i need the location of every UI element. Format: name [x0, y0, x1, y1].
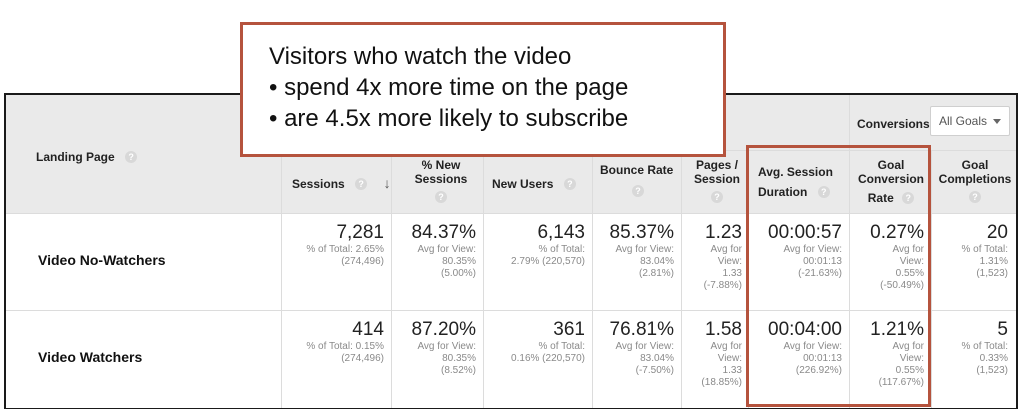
cell-new-sessions: 87.20% Avg for View: 80.35% (8.52%) [396, 319, 476, 377]
completions-label-2: Completions [934, 172, 1016, 186]
sub: Avg for [685, 341, 742, 353]
new-sessions-label-1: % New [398, 158, 484, 172]
pages-label-2: Session [686, 172, 748, 186]
cell-bounce-rate: 85.37% Avg for View: 83.04% (2.81%) [596, 222, 674, 280]
col-new-users[interactable]: New Users ? [492, 175, 576, 193]
value: 7,281 [286, 222, 384, 244]
value: 1.23 [685, 222, 742, 244]
new-sessions-label-2: Sessions [398, 172, 484, 186]
col-bounce-rate[interactable]: Bounce Rate ? [600, 163, 673, 197]
cell-pages-session: 1.58 Avg for View: 1.33 (18.85%) [685, 319, 742, 389]
help-icon[interactable]: ? [711, 191, 723, 203]
cell-pages-session: 1.23 Avg for View: 1.33 (-7.88%) [685, 222, 742, 292]
cell-bounce-rate: 76.81% Avg for View: 83.04% (-7.50%) [596, 319, 674, 377]
value: 76.81% [596, 319, 674, 341]
value: 6,143 [488, 222, 585, 244]
sub: % of Total: 0.15% [286, 341, 384, 353]
sub: (5.00%) [396, 268, 476, 280]
help-icon[interactable]: ? [435, 191, 447, 203]
value: 85.37% [596, 222, 674, 244]
help-icon[interactable]: ? [125, 151, 137, 163]
sub: Avg for View: [596, 341, 674, 353]
highlight-box [746, 145, 931, 407]
new-users-label: New Users [492, 177, 553, 191]
cell-new-sessions: 84.37% Avg for View: 80.35% (5.00%) [396, 222, 476, 280]
sub: (274,496) [286, 256, 384, 268]
col-landing-page[interactable]: Landing Page ? [36, 148, 137, 166]
completions-label-1: Goal [934, 158, 1016, 172]
sub: Avg for View: [596, 244, 674, 256]
sub: 80.35% [396, 256, 476, 268]
landing-page-label: Landing Page [36, 150, 115, 164]
value: 414 [286, 319, 384, 341]
sort-down-icon[interactable]: ↓ [384, 175, 391, 191]
sub: % of Total: [488, 341, 585, 353]
value: 20 [936, 222, 1008, 244]
sub: 1.33 [685, 268, 742, 280]
cell-sessions: 414 % of Total: 0.15% (274,496) [286, 319, 384, 365]
conversions-label: Conversions [857, 117, 930, 131]
value: 87.20% [396, 319, 476, 341]
sub: 83.04% [596, 256, 674, 268]
sub: Avg for View: [396, 244, 476, 256]
sub: (1,523) [936, 365, 1008, 377]
sub: 80.35% [396, 353, 476, 365]
help-icon[interactable]: ? [564, 178, 576, 190]
help-icon[interactable]: ? [632, 185, 644, 197]
cell-goal-completions: 5 % of Total: 0.33% (1,523) [936, 319, 1008, 377]
cell-new-users: 361 % of Total: 0.16% (220,570) [488, 319, 585, 365]
callout-line: • are 4.5x more likely to subscribe [269, 103, 723, 134]
bounce-rate-label: Bounce Rate [600, 163, 673, 177]
cell-sessions: 7,281 % of Total: 2.65% (274,496) [286, 222, 384, 268]
row-label-video-watchers[interactable]: Video Watchers [38, 349, 142, 365]
sub: 83.04% [596, 353, 674, 365]
value: 1.58 [685, 319, 742, 341]
annotation-callout: Visitors who watch the video • spend 4x … [240, 22, 726, 157]
sub: 0.33% [936, 353, 1008, 365]
sub: (8.52%) [396, 365, 476, 377]
callout-line: Visitors who watch the video [269, 41, 723, 72]
row-label-video-no-watchers[interactable]: Video No-Watchers [38, 252, 166, 268]
sessions-label: Sessions [292, 177, 345, 191]
sub: (-7.50%) [596, 365, 674, 377]
goal-select[interactable]: All Goals [930, 106, 1010, 136]
callout-line: • spend 4x more time on the page [269, 72, 723, 103]
col-new-sessions[interactable]: % New Sessions ? [398, 158, 484, 204]
col-pages-session[interactable]: Pages / Session ? [686, 158, 748, 204]
value: 84.37% [396, 222, 476, 244]
sub: 1.33 [685, 365, 742, 377]
sub: Avg for View: [396, 341, 476, 353]
sub: % of Total: 2.65% [286, 244, 384, 256]
col-goal-completions[interactable]: Goal Completions ? [934, 158, 1016, 204]
pages-label-1: Pages / [686, 158, 748, 172]
value: 361 [488, 319, 585, 341]
sub: (-7.88%) [685, 280, 742, 292]
sub: 0.16% (220,570) [488, 353, 585, 365]
chevron-down-icon [993, 119, 1001, 124]
help-icon[interactable]: ? [355, 178, 367, 190]
sub: Avg for [685, 244, 742, 256]
cell-goal-completions: 20 % of Total: 1.31% (1,523) [936, 222, 1008, 280]
cell-new-users: 6,143 % of Total: 2.79% (220,570) [488, 222, 585, 268]
sub: 1.31% [936, 256, 1008, 268]
sub: (18.85%) [685, 377, 742, 389]
help-icon[interactable]: ? [969, 191, 981, 203]
sub: % of Total: [936, 244, 1008, 256]
value: 5 [936, 319, 1008, 341]
sub: 2.79% (220,570) [488, 256, 585, 268]
sub: % of Total: [936, 341, 1008, 353]
goal-select-value: All Goals [939, 114, 987, 128]
sub: % of Total: [488, 244, 585, 256]
col-sessions[interactable]: Sessions ? ↓ [292, 175, 391, 193]
sub: (1,523) [936, 268, 1008, 280]
sub: (274,496) [286, 353, 384, 365]
sub: (2.81%) [596, 268, 674, 280]
sub: View: [685, 256, 742, 268]
sub: View: [685, 353, 742, 365]
